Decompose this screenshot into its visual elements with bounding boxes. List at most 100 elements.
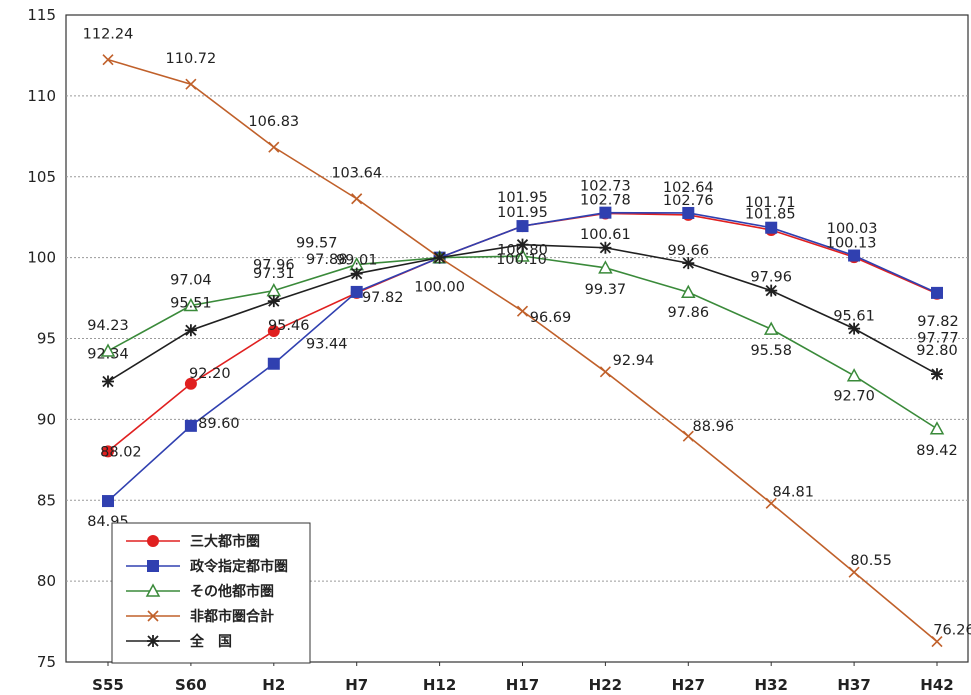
legend-marker bbox=[145, 583, 161, 597]
data-label: 100.80 bbox=[497, 243, 548, 259]
data-label: 112.24 bbox=[83, 27, 134, 43]
data-labels: 112.24 110.72 106.83 103.64 96.69 92.94 88.96 8… bbox=[83, 27, 971, 639]
series-point bbox=[848, 566, 860, 578]
data-label: 101.95 bbox=[497, 205, 548, 221]
x-tick-label: H32 bbox=[754, 676, 787, 694]
series-point bbox=[184, 419, 197, 432]
data-label: 89.60 bbox=[198, 416, 240, 432]
series-point bbox=[848, 322, 861, 335]
data-label: 95.51 bbox=[170, 295, 212, 311]
series-point bbox=[267, 295, 280, 308]
legend-box bbox=[111, 522, 311, 664]
series-point bbox=[102, 54, 114, 66]
series-point bbox=[516, 305, 529, 317]
series-point bbox=[765, 284, 778, 297]
series-point bbox=[350, 267, 363, 280]
series-point bbox=[599, 366, 611, 378]
legend-label: 政令指定都市圏 bbox=[190, 558, 288, 575]
series-point bbox=[516, 238, 529, 251]
data-label: 103.64 bbox=[331, 166, 382, 182]
series-point bbox=[267, 325, 280, 338]
x-tick-label: H17 bbox=[506, 676, 539, 694]
series-point bbox=[682, 430, 694, 442]
y-tick-label: 115 bbox=[27, 6, 56, 24]
series-point bbox=[184, 324, 197, 337]
x-tick-label: H2 bbox=[262, 676, 285, 694]
legend-label: 非都市圏合計 bbox=[190, 608, 274, 625]
data-label: 102.76 bbox=[663, 193, 714, 209]
legend-label: 三大都市圏 bbox=[190, 533, 260, 550]
data-label: 80.55 bbox=[850, 553, 892, 569]
x-axis-ticks: S55 S60 H2 H7 H12 H17 H22 H27 H32 H37 H42 bbox=[92, 662, 954, 694]
y-tick-label: 90 bbox=[37, 410, 56, 428]
series-point bbox=[765, 221, 778, 234]
series-point bbox=[516, 220, 529, 233]
legend-marker bbox=[147, 610, 159, 622]
series-point bbox=[682, 206, 695, 219]
series-point bbox=[682, 257, 695, 270]
series-point bbox=[599, 206, 612, 219]
data-label: 106.83 bbox=[248, 114, 299, 130]
series-point bbox=[350, 285, 363, 298]
series-line bbox=[107, 255, 938, 430]
series-point bbox=[268, 141, 280, 153]
series-group bbox=[100, 54, 945, 648]
y-tick-label: 100 bbox=[27, 249, 56, 267]
series-point bbox=[267, 357, 280, 370]
data-label: 92.80 bbox=[916, 343, 958, 359]
y-tick-label: 95 bbox=[37, 330, 56, 348]
data-label: 100.13 bbox=[826, 236, 877, 252]
data-label: 99.66 bbox=[668, 243, 710, 259]
x-tick-label: H22 bbox=[589, 676, 622, 694]
data-label: 100.10 bbox=[496, 252, 547, 268]
data-label: 97.04 bbox=[170, 273, 212, 289]
data-label: 95.46 bbox=[268, 318, 310, 334]
data-label: 89.42 bbox=[916, 443, 958, 459]
data-label: 92.70 bbox=[833, 389, 875, 405]
legend-label: その他都市圏 bbox=[190, 583, 274, 600]
x-tick-label: S55 bbox=[92, 676, 124, 694]
series-point bbox=[931, 636, 943, 648]
series-point bbox=[848, 249, 861, 262]
data-label: 102.64 bbox=[663, 180, 714, 196]
x-tick-label: H27 bbox=[672, 676, 705, 694]
data-label: 95.58 bbox=[750, 343, 792, 359]
series-point bbox=[681, 284, 696, 298]
data-label: 110.72 bbox=[166, 51, 217, 67]
data-label: 95.61 bbox=[833, 309, 875, 325]
data-label: 84.81 bbox=[772, 484, 814, 500]
data-label: 97.82 bbox=[362, 290, 404, 306]
x-tick-label: H7 bbox=[345, 676, 368, 694]
series-point bbox=[100, 343, 116, 357]
data-label: 99.57 bbox=[296, 236, 338, 252]
data-label: 92.34 bbox=[87, 347, 129, 363]
series-point bbox=[433, 251, 446, 264]
y-axis-ticks: 75 80 85 90 95 100 105 110 115 bbox=[27, 6, 56, 671]
data-label: 102.73 bbox=[580, 178, 631, 194]
legend-marker bbox=[147, 560, 159, 572]
data-label: 97.88 bbox=[306, 252, 348, 268]
data-label: 92.20 bbox=[189, 366, 231, 382]
data-label: 93.44 bbox=[306, 337, 348, 353]
data-label: 100.03 bbox=[827, 221, 878, 237]
y-tick-label: 75 bbox=[37, 653, 56, 671]
legend-marker bbox=[147, 535, 159, 547]
series-point bbox=[931, 286, 943, 299]
series-point bbox=[598, 260, 613, 274]
series-point bbox=[183, 297, 199, 312]
data-label: 101.85 bbox=[745, 207, 796, 223]
data-label: 100.00 bbox=[414, 280, 465, 296]
legend-marker bbox=[147, 635, 159, 647]
series-point bbox=[763, 321, 779, 335]
x-tick-label: S60 bbox=[175, 676, 207, 694]
series-point bbox=[929, 421, 945, 435]
series-point bbox=[846, 368, 862, 382]
data-label: 97.86 bbox=[668, 305, 710, 321]
data-label: 88.96 bbox=[693, 419, 735, 435]
series-point bbox=[184, 377, 197, 390]
data-label: 101.71 bbox=[745, 195, 796, 211]
y-tick-label: 80 bbox=[37, 572, 56, 590]
series-point bbox=[102, 495, 114, 508]
